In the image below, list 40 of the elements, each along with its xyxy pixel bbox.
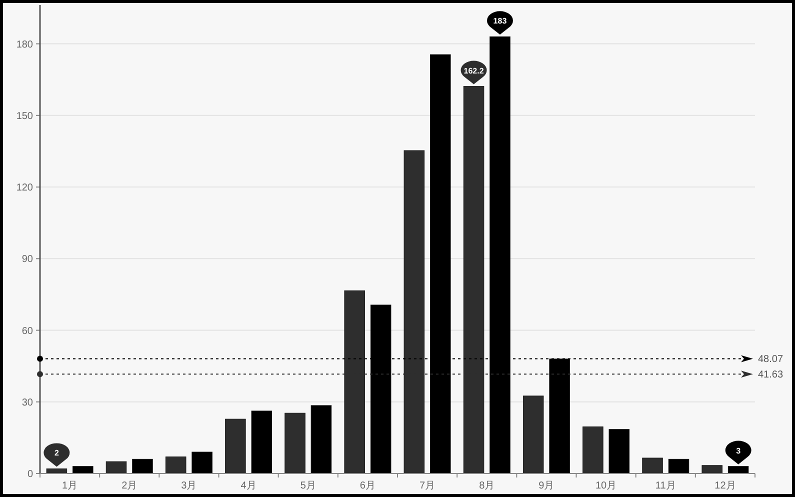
- bar: [284, 412, 306, 474]
- ref-line-label: 48.07: [758, 354, 784, 366]
- bar: [165, 456, 186, 474]
- x-tick-label: 6月: [360, 480, 376, 492]
- bar: [106, 461, 127, 474]
- bar: [608, 429, 630, 474]
- y-tick-label: 30: [22, 397, 34, 408]
- x-tick-label: 12月: [714, 480, 736, 492]
- y-tick-label: 90: [22, 254, 34, 266]
- x-tick-label: 10月: [595, 480, 617, 492]
- y-tick-label: 120: [16, 182, 34, 194]
- bar: [225, 418, 246, 474]
- bar: [132, 458, 153, 474]
- y-tick-label: 150: [16, 110, 34, 122]
- bar: [310, 405, 332, 474]
- x-tick-label: 4月: [240, 480, 256, 492]
- data-label: 2: [54, 448, 60, 458]
- data-label: 162.2: [464, 66, 484, 76]
- x-tick-label: 8月: [479, 480, 495, 492]
- data-label: 183: [493, 16, 508, 26]
- bar: [668, 458, 690, 474]
- bar: [642, 458, 663, 474]
- bar: [582, 426, 604, 474]
- bar: [522, 396, 544, 474]
- y-tick-label: 0: [27, 469, 34, 480]
- ref-line-label: 41.63: [758, 370, 784, 381]
- data-label: 3: [736, 446, 742, 456]
- x-tick-label: 3月: [181, 480, 197, 492]
- y-tick-label: 180: [16, 39, 34, 50]
- bar: [251, 410, 272, 474]
- x-tick-label: 2月: [122, 480, 138, 492]
- x-tick-label: 7月: [420, 480, 436, 492]
- x-tick-label: 9月: [538, 480, 554, 492]
- x-tick-label: 1月: [62, 480, 78, 492]
- bar: [192, 452, 212, 474]
- x-tick-label: 5月: [300, 480, 316, 492]
- bar: [702, 465, 722, 474]
- x-tick-label: 11月: [655, 480, 676, 492]
- bar: [72, 466, 94, 474]
- y-tick-label: 60: [22, 326, 34, 337]
